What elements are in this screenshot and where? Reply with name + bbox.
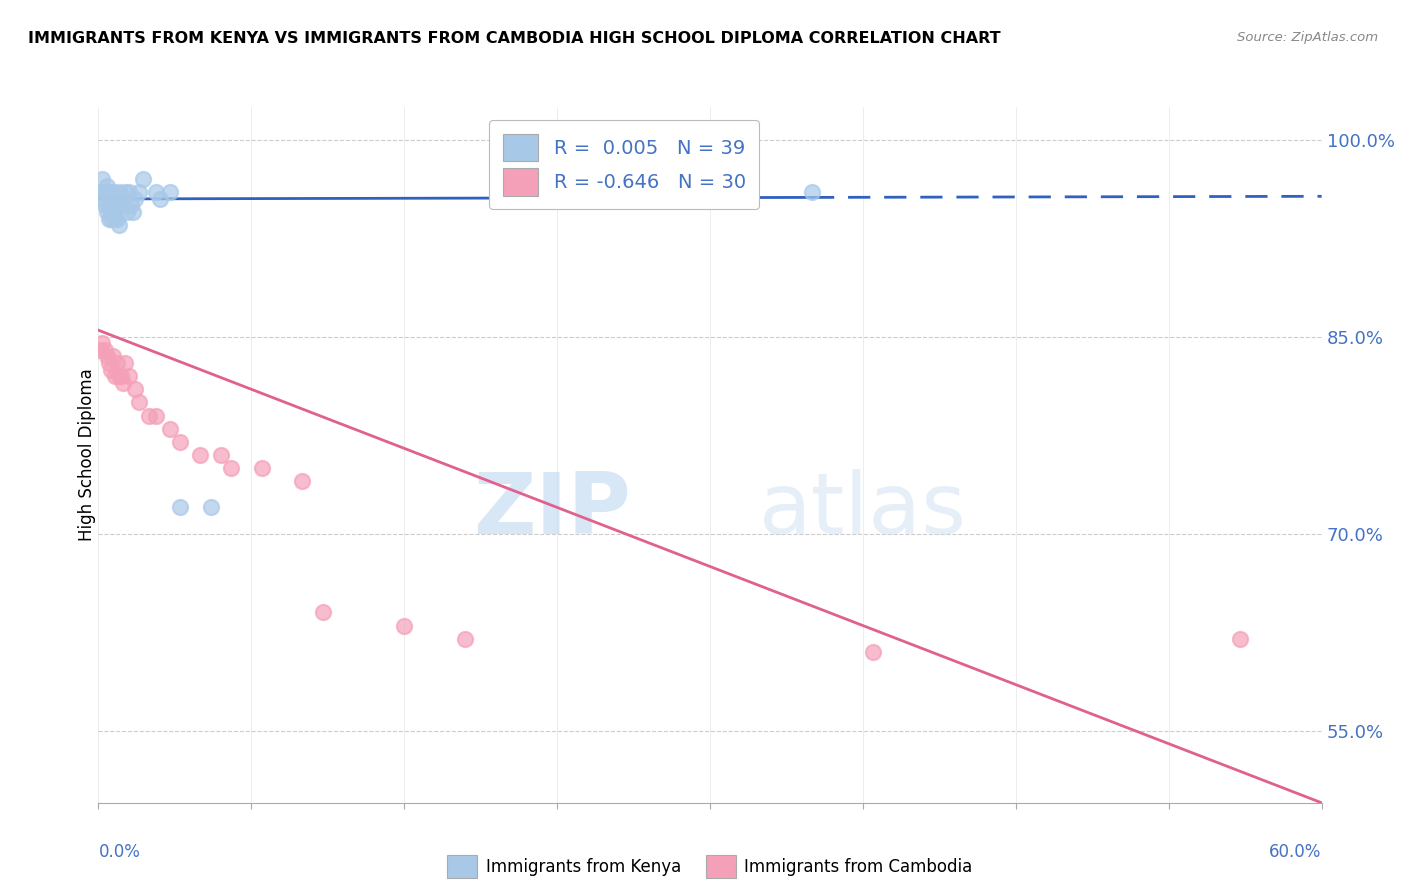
Point [149,192,172,206]
Text: 0.0%: 0.0% [98,843,141,861]
Point [312,606,335,620]
Point [104,369,127,384]
Point [120,198,142,212]
Point [97,356,120,370]
Text: IMMIGRANTS FROM KENYA VS IMMIGRANTS FROM CAMBODIA HIGH SCHOOL DIPLOMA CORRELATIO: IMMIGRANTS FROM KENYA VS IMMIGRANTS FROM… [28,31,1001,46]
Point [105,356,128,370]
Text: ZIP: ZIP [472,469,630,552]
Point [145,409,167,423]
Point [169,500,191,515]
Point [96,178,118,193]
Y-axis label: High School Diploma: High School Diploma [79,368,96,541]
Point [124,192,146,206]
Point [209,448,232,462]
Point [291,474,314,488]
Point [132,172,155,186]
Point [118,186,141,200]
Point [115,205,138,219]
Text: atlas: atlas [759,469,967,552]
Point [128,186,150,200]
Point [219,461,242,475]
Point [138,409,160,423]
Point [96,205,118,219]
Point [97,186,120,200]
Point [108,186,131,200]
Point [122,205,145,219]
Point [91,172,114,186]
Point [91,336,114,351]
Point [93,186,115,200]
Point [111,376,134,390]
Point [108,369,131,384]
Point [114,356,136,370]
Legend: Immigrants from Kenya, Immigrants from Cambodia: Immigrants from Kenya, Immigrants from C… [440,848,980,885]
Point [105,192,128,206]
Point [93,198,115,212]
Point [188,448,212,462]
Point [110,369,132,384]
Text: Source: ZipAtlas.com: Source: ZipAtlas.com [1237,31,1378,45]
Point [159,186,181,200]
Point [89,186,111,200]
Point [108,198,131,212]
Point [100,198,122,212]
Point [1229,632,1251,646]
Point [97,211,120,226]
Point [108,218,131,232]
Point [100,186,122,200]
Point [101,350,124,364]
Point [91,192,114,206]
Point [862,645,884,659]
Point [105,211,128,226]
Point [159,422,181,436]
Point [111,198,134,212]
Point [200,500,222,515]
Point [114,186,136,200]
Point [100,211,122,226]
Point [110,192,132,206]
Point [118,369,141,384]
Point [250,461,273,475]
Point [100,362,122,376]
Point [104,192,127,206]
Point [101,186,124,200]
Point [96,350,118,364]
Point [89,343,111,357]
Point [104,211,127,226]
Point [392,618,416,632]
Point [101,205,124,219]
Point [169,434,191,449]
Point [124,382,146,396]
Text: 60.0%: 60.0% [1270,843,1322,861]
Point [97,198,120,212]
Point [128,395,150,409]
Point [145,186,167,200]
Point [93,343,115,357]
Point [801,186,824,200]
Point [454,632,477,646]
